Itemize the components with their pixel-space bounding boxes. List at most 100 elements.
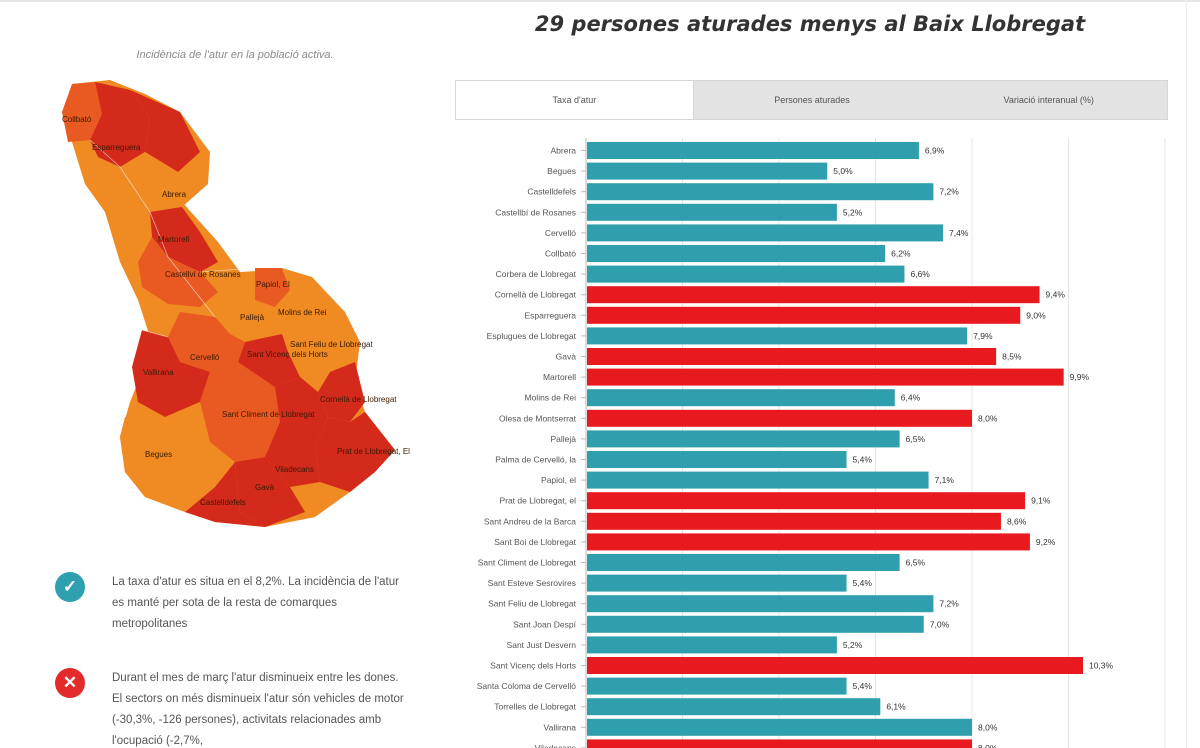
map-region-palleja[interactable] (215, 292, 282, 342)
map-region-gava[interactable] (235, 457, 305, 527)
map-label-6: Molins de Rei (278, 308, 327, 317)
map-label-18: Castelldefels (200, 498, 246, 507)
map-label-4: Castellví de Rosanes (165, 270, 241, 279)
map-region-papiol[interactable] (255, 268, 290, 307)
category-label: Santa Coloma de Cervelló (477, 681, 576, 691)
value-label: 7,1% (935, 475, 955, 485)
bar[interactable] (587, 306, 1021, 324)
category-label: Sant Esteve Sesrovires (488, 578, 576, 588)
category-label: Sant Just Desvern (507, 640, 577, 650)
map-region-cervello[interactable] (168, 312, 245, 372)
bar[interactable] (587, 739, 972, 748)
category-label: Cornellà de Llobregat (495, 290, 577, 300)
category-label: Vallirana (544, 722, 577, 732)
bar[interactable] (587, 451, 847, 468)
bar[interactable] (587, 574, 847, 592)
value-label: 8,0% (978, 413, 998, 423)
bar[interactable] (587, 183, 934, 201)
map-region-abrera[interactable] (130, 90, 200, 172)
map-region-sant-feliu[interactable] (282, 312, 340, 377)
bar[interactable] (587, 327, 968, 345)
value-label: 7,2% (939, 187, 959, 197)
bar[interactable] (587, 595, 934, 613)
bar[interactable] (587, 224, 944, 242)
value-label: 9,2% (1036, 537, 1056, 547)
category-label: Corbera de Llobregat (496, 269, 577, 279)
value-label: 8,0% (978, 743, 998, 748)
bar[interactable] (587, 245, 886, 262)
bar[interactable] (587, 162, 828, 180)
map-region-cornella[interactable] (318, 362, 365, 422)
bar[interactable] (587, 409, 972, 427)
bar[interactable] (587, 430, 900, 448)
value-label: 8,5% (1002, 352, 1022, 362)
category-label: Sant Joan Despí (513, 619, 576, 629)
bar[interactable] (587, 615, 924, 633)
category-label: Abrera (550, 146, 576, 156)
map-region-begues[interactable] (120, 402, 215, 512)
category-label: Begues (547, 166, 576, 176)
value-label: 6,4% (901, 393, 921, 403)
bar[interactable] (587, 368, 1064, 386)
bar[interactable] (587, 492, 1026, 510)
bar[interactable] (587, 512, 1001, 530)
map-label-9: Sant Vicenç dels Horts (247, 350, 328, 359)
tab-variacio-interanual[interactable]: Variació interanual (%) (1003, 95, 1094, 105)
comarca-map: Collbató Esparreguera Abrera Martorell C… (62, 80, 410, 527)
map-label-16: Viladecans (275, 465, 314, 474)
map-region-collbato[interactable] (62, 82, 102, 142)
category-label: Sant Feliu de Llobregat (488, 599, 577, 609)
value-label: 6,6% (910, 269, 930, 279)
unemployment-bar-chart: Abrera 6,9% Begues 5,0% Castelldefels 7,2% Cas… (477, 138, 1166, 748)
category-label: Olesa de Montserrat (499, 413, 577, 423)
category-label: Castellbí de Rosanes (495, 207, 576, 217)
category-label: Torrelles de Llobregat (494, 702, 576, 712)
bar[interactable] (587, 389, 895, 407)
map-label-17: Gavà (255, 483, 275, 492)
map-label-8: Sant Feliu de Llobregat (290, 340, 374, 349)
map-label-3: Martorell (158, 235, 189, 244)
bar[interactable] (587, 657, 1083, 674)
map-region-abrera-lower[interactable] (120, 152, 208, 212)
bar[interactable] (587, 677, 847, 695)
bar[interactable] (587, 554, 900, 571)
map-region-viladecans[interactable] (265, 377, 328, 487)
bar[interactable] (587, 286, 1040, 304)
map-region-castelldefels[interactable] (185, 462, 265, 527)
map-label-1: Esparreguera (92, 143, 141, 152)
category-label: Viladecans (535, 743, 576, 748)
bar[interactable] (587, 265, 905, 283)
bar[interactable] (587, 718, 972, 736)
bar[interactable] (587, 142, 919, 159)
map-region-sant-climent[interactable] (200, 362, 280, 462)
value-label: 7,2% (939, 599, 959, 609)
value-label: 5,0% (833, 166, 853, 176)
map-label-13: Sant Climent de Llobregat (222, 410, 315, 419)
bar[interactable] (587, 636, 837, 654)
page-title: 29 persones aturades menys al Baix Llobr… (534, 12, 1086, 36)
tab-persones-aturades[interactable]: Persones aturades (774, 95, 850, 105)
value-label: 5,4% (853, 455, 873, 465)
value-label: 5,2% (843, 207, 863, 217)
bar[interactable] (587, 698, 881, 716)
value-label: 9,9% (1070, 372, 1090, 382)
bar[interactable] (587, 348, 997, 365)
map-label-5: Papiol, El (256, 280, 290, 289)
value-label: 8,0% (978, 722, 998, 732)
category-label: Sant Climent de Llobregat (478, 558, 577, 568)
bar[interactable] (587, 471, 929, 489)
category-label: Pallejà (550, 434, 576, 444)
bar[interactable] (587, 203, 837, 221)
map-region-esparreguera[interactable] (90, 82, 150, 167)
map-label-15: Begues (145, 450, 172, 459)
page-right-edge (1186, 0, 1200, 748)
map-region-castellvi[interactable] (138, 237, 218, 307)
check-icon: ✓ (55, 572, 85, 602)
bar[interactable] (587, 533, 1030, 551)
map-region-prat[interactable] (315, 412, 395, 492)
map-label-2: Abrera (162, 190, 187, 199)
tab-taxa-atur[interactable]: Taxa d'atur (456, 81, 694, 119)
map-region-vallirana[interactable] (132, 330, 210, 417)
value-label: 6,9% (925, 146, 945, 156)
map-region-molins[interactable] (275, 268, 328, 334)
